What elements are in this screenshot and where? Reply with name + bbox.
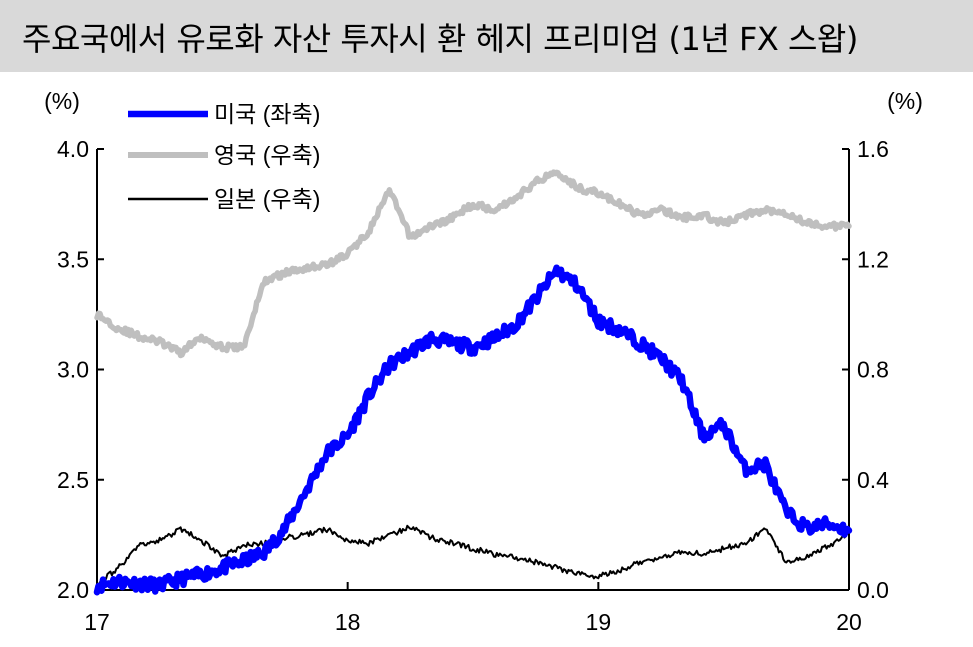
legend-label-2: 일본 (우축) [214, 186, 320, 212]
series-line-0 [93, 264, 853, 596]
chart: 2.0 2.5 3.0 3.5 4.0 0.0 0.4 0.8 1.2 1.6 17 18 19 20 (%… [44, 88, 923, 635]
series-line-2 [96, 524, 850, 589]
legend: 미국 (좌축) 영국 (우축) 일본 (우축) [128, 101, 320, 212]
y-left-tick-label: 3.0 [57, 357, 89, 383]
title-bar: 주요국에서 유로화 자산 투자시 환 헤지 프리미엄 (1년 FX 스왑) [0, 0, 973, 72]
series-line-1 [94, 169, 852, 359]
x-tick-label: 20 [836, 609, 862, 635]
axes: 2.0 2.5 3.0 3.5 4.0 0.0 0.4 0.8 1.2 1.6 17 18 19 20 (%… [44, 88, 923, 635]
y-right-tick-label: 1.6 [857, 136, 889, 162]
y-left-unit-label: (%) [44, 88, 80, 114]
chart-title: 주요국에서 유로화 자산 투자시 환 헤지 프리미엄 (1년 FX 스왑) [22, 20, 858, 58]
y-right-tick-label: 0.0 [857, 577, 889, 603]
y-right-tick-label: 1.2 [857, 246, 889, 272]
legend-label-0: 미국 (좌축) [214, 101, 320, 127]
y-left-tick-label: 2.0 [57, 577, 89, 603]
legend-label-1: 영국 (우축) [214, 142, 320, 168]
y-right-tick-label: 0.8 [857, 357, 889, 383]
series-layer [93, 169, 853, 596]
y-left-tick-label: 2.5 [57, 467, 89, 493]
x-tick-label: 19 [586, 609, 612, 635]
x-tick-label: 17 [84, 609, 110, 635]
y-right-tick-label: 0.4 [857, 467, 889, 493]
y-right-unit-label: (%) [887, 88, 923, 114]
y-left-tick-label: 3.5 [57, 246, 89, 272]
y-left-tick-label: 4.0 [57, 136, 89, 162]
x-tick-label: 18 [335, 609, 361, 635]
